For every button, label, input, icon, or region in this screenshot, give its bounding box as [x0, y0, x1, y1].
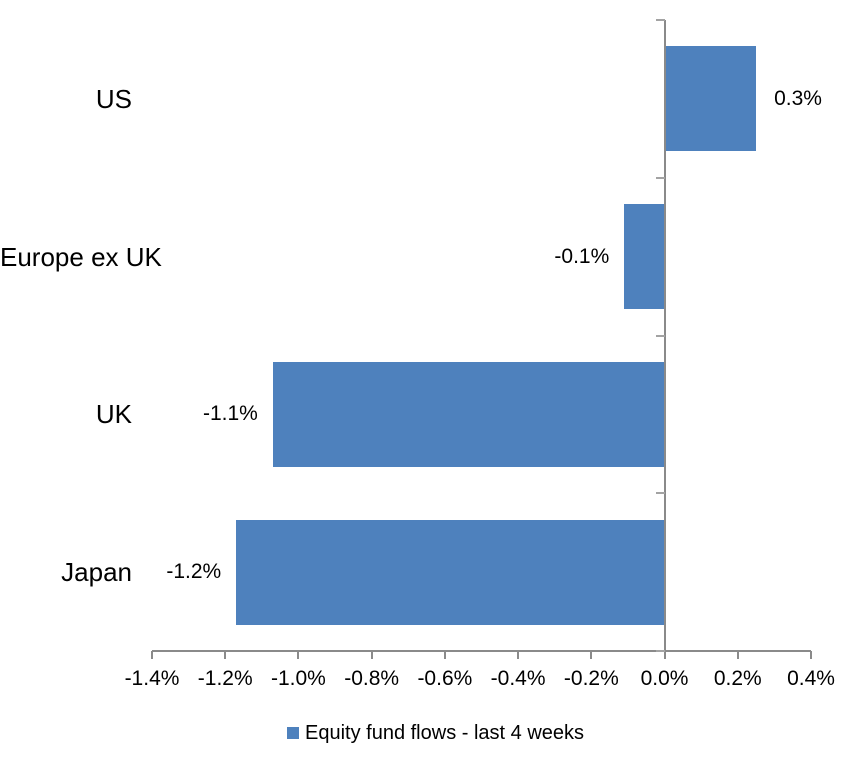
y-axis-zero-line	[663, 20, 666, 651]
x-axis-tick-label: -0.2%	[563, 667, 619, 690]
legend-swatch-icon	[287, 727, 299, 739]
category-boundary-tick	[655, 176, 665, 179]
bar-europe-ex-uk	[624, 204, 665, 310]
x-axis-tick-label: -0.8%	[344, 667, 400, 690]
x-axis-tick-label: -1.2%	[197, 667, 253, 690]
x-axis-line	[152, 650, 811, 652]
x-axis-tick	[663, 651, 666, 659]
category-boundary-tick	[655, 334, 665, 337]
x-axis-tick-label: -1.4%	[124, 667, 180, 690]
x-axis-tick	[810, 651, 812, 659]
x-axis-tick	[370, 651, 373, 659]
x-axis-tick-label: 0.2%	[713, 667, 762, 690]
category-boundary-tick	[655, 650, 665, 652]
x-axis-tick-label: -0.6%	[417, 667, 473, 690]
x-axis-tick	[224, 651, 227, 659]
x-axis-tick-label: 0.4%	[787, 667, 835, 690]
value-label-uk: -1.1%	[202, 402, 258, 426]
category-boundary-tick	[655, 19, 665, 21]
bar-japan	[236, 519, 665, 625]
bar-us	[664, 46, 757, 152]
x-axis-tick	[736, 651, 739, 659]
x-axis-tick	[517, 651, 520, 659]
value-label-japan: -1.2%	[166, 560, 222, 584]
category-boundary-tick	[655, 492, 665, 495]
value-label-us: 0.3%	[774, 86, 822, 110]
x-axis-tick	[443, 651, 446, 659]
x-axis-tick-label: -0.4%	[490, 667, 546, 690]
category-label-uk: UK	[95, 399, 132, 430]
x-axis-tick	[151, 651, 153, 659]
x-axis-tick-label: 0.0%	[640, 667, 689, 690]
x-axis-tick-label: -1.0%	[271, 667, 326, 690]
legend: Equity fund flows - last 4 weeks	[287, 722, 584, 744]
legend-label: Equity fund flows - last 4 weeks	[305, 722, 585, 744]
category-label-europe-ex-uk: Europe ex UK	[0, 241, 162, 272]
value-label-europe-ex-uk: -0.1%	[554, 244, 610, 268]
x-axis-tick	[590, 651, 593, 659]
bar-uk	[272, 361, 665, 467]
category-label-japan: Japan	[61, 557, 132, 588]
category-label-us: US	[95, 83, 132, 114]
x-axis-tick	[297, 651, 300, 659]
